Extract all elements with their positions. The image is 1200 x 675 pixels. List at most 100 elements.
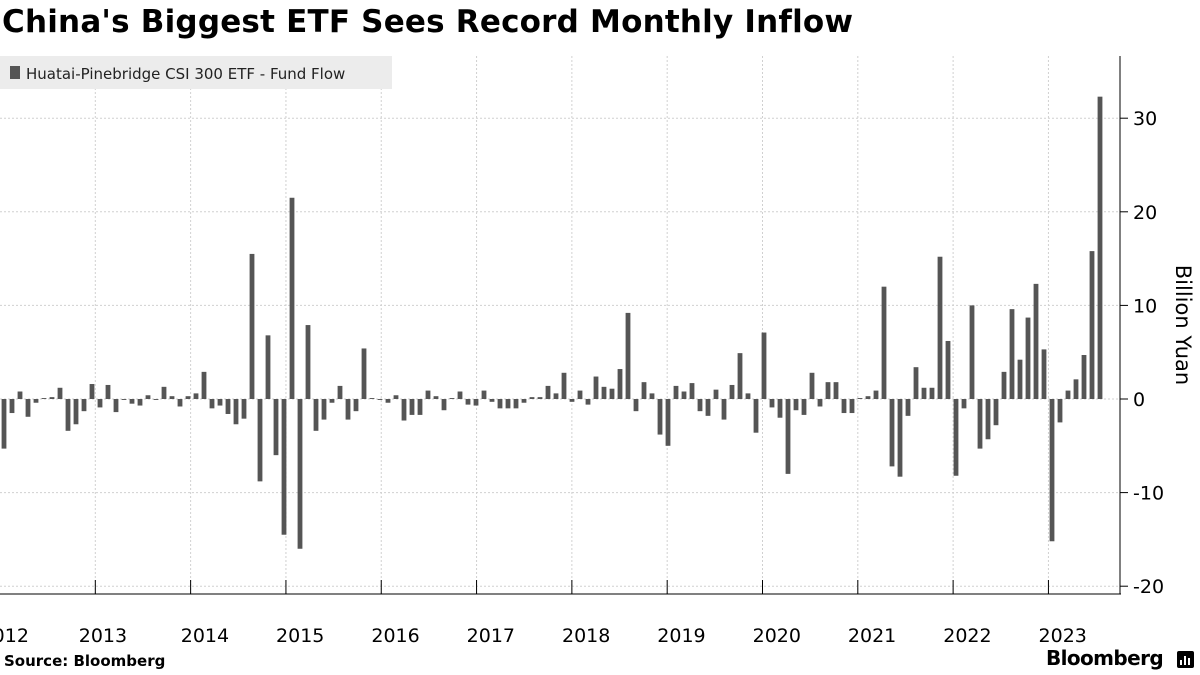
bar	[761, 332, 767, 399]
bar	[233, 399, 239, 425]
bar	[545, 385, 551, 399]
bar	[561, 372, 567, 399]
bar	[657, 399, 663, 435]
bar	[137, 399, 143, 406]
bar	[449, 398, 455, 399]
bar	[721, 399, 727, 420]
bar	[713, 389, 719, 399]
bar	[769, 399, 775, 408]
bar	[913, 367, 919, 399]
bar	[1001, 371, 1007, 399]
bar	[73, 399, 79, 425]
bar	[361, 348, 367, 399]
bar	[25, 399, 31, 417]
bar	[377, 399, 383, 400]
bar	[777, 399, 783, 418]
x-tick-label: 2017	[467, 625, 515, 647]
bar	[817, 399, 823, 407]
bar	[489, 399, 495, 402]
y-axis-label: Billion Yuan	[1171, 265, 1195, 385]
bar	[873, 390, 879, 399]
bar	[961, 399, 967, 409]
bar	[529, 397, 535, 399]
bar	[673, 385, 679, 399]
bar	[601, 386, 607, 399]
bar	[537, 397, 543, 399]
bar	[753, 399, 759, 433]
bar	[929, 387, 935, 399]
bar	[257, 399, 263, 482]
bar	[1073, 379, 1079, 399]
bar	[1017, 359, 1023, 399]
y-tick-label: 0	[1133, 389, 1145, 411]
bar	[457, 391, 463, 399]
bar	[161, 386, 167, 399]
bar	[145, 395, 151, 399]
bar	[609, 388, 615, 399]
bar	[1009, 309, 1015, 399]
bar	[593, 376, 599, 399]
bar	[945, 340, 951, 399]
bar	[193, 393, 199, 399]
bar	[1041, 349, 1047, 399]
bar	[1049, 399, 1055, 542]
bar	[281, 399, 287, 535]
bar	[897, 399, 903, 477]
x-tick-label: 2014	[181, 625, 229, 647]
x-tick-label: 2018	[562, 625, 610, 647]
bar	[993, 399, 999, 426]
bar	[249, 253, 255, 399]
bar	[825, 382, 831, 399]
bar	[169, 396, 175, 399]
bar	[153, 399, 159, 400]
bar	[417, 399, 423, 415]
bar	[305, 325, 311, 399]
bar	[465, 399, 471, 405]
bar	[9, 399, 15, 414]
x-tick-label: 2021	[848, 625, 896, 647]
y-tick-label: -20	[1133, 576, 1164, 598]
bar	[265, 335, 271, 399]
bar	[1033, 283, 1039, 399]
bar	[665, 399, 671, 446]
x-tick-label: 2022	[943, 625, 991, 647]
bar	[241, 399, 247, 419]
bar	[521, 399, 527, 403]
bar	[585, 399, 591, 405]
bar	[1025, 317, 1031, 399]
bar	[345, 399, 351, 420]
bar	[225, 399, 231, 414]
bar	[881, 286, 887, 399]
bar	[505, 399, 511, 409]
bar	[809, 372, 815, 399]
bar	[33, 399, 39, 403]
bar	[409, 399, 415, 415]
bar	[793, 399, 799, 411]
bar	[337, 385, 343, 399]
legend-label: Huatai-Pinebridge CSI 300 ETF - Fund Flo…	[26, 65, 345, 83]
x-tick-label: 2023	[1039, 625, 1087, 647]
bar	[649, 393, 655, 399]
bar	[905, 399, 911, 416]
y-tick-label: 20	[1133, 202, 1157, 224]
legend: Huatai-Pinebridge CSI 300 ETF - Fund Flo…	[0, 56, 392, 89]
bar	[953, 399, 959, 476]
bar	[209, 399, 215, 409]
bar	[1, 399, 7, 449]
bar	[617, 369, 623, 399]
bar	[17, 391, 23, 399]
bar	[353, 399, 359, 412]
bloomberg-logo: Bloomberg	[1046, 646, 1164, 670]
bar	[1097, 96, 1103, 400]
bar	[737, 353, 743, 399]
bar	[129, 399, 135, 404]
bar	[977, 399, 983, 449]
bar	[497, 399, 503, 409]
y-tick-label: 30	[1133, 108, 1157, 130]
bar	[441, 399, 447, 411]
bar	[49, 397, 55, 399]
bar	[313, 399, 319, 431]
bar	[105, 384, 111, 399]
bloomberg-terminal-icon	[1177, 651, 1194, 668]
